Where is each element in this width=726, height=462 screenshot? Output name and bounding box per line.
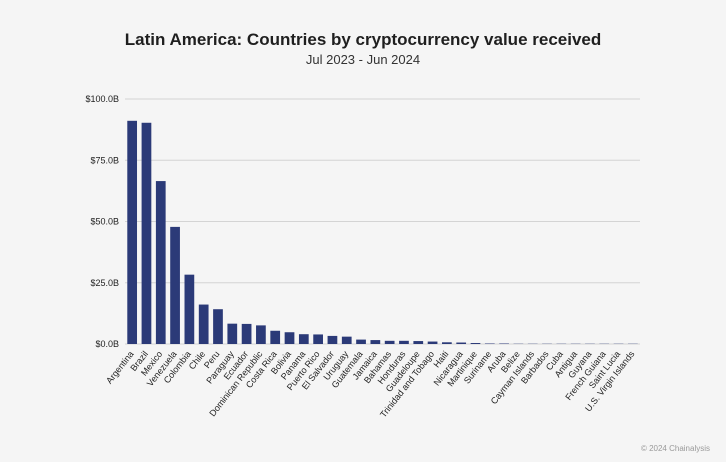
bar <box>127 120 138 345</box>
copyright-credit: © 2024 Chainalysis <box>640 444 710 453</box>
bar <box>456 342 467 344</box>
bar <box>270 330 281 344</box>
bar <box>341 336 352 344</box>
bar <box>170 226 180 344</box>
bar <box>384 340 395 344</box>
y-tick-label: $75.0B <box>90 155 119 165</box>
bar <box>284 332 295 344</box>
bar <box>442 342 452 344</box>
bar <box>298 334 309 344</box>
bar <box>213 309 223 344</box>
grid-layer <box>125 98 640 345</box>
bar <box>184 274 195 344</box>
bars-layer <box>127 120 638 345</box>
x-axis: ArgentinaBrazilMexicoVenezuelaColombiaCh… <box>104 349 637 420</box>
bar <box>256 325 266 344</box>
chart-subtitle: Jul 2023 - Jun 2024 <box>305 52 421 67</box>
y-tick-label: $0.0B <box>95 339 119 349</box>
bar <box>155 181 166 344</box>
bar <box>241 323 252 344</box>
y-tick-label: $25.0B <box>90 278 119 288</box>
y-tick-label: $50.0B <box>90 217 119 227</box>
bar <box>413 341 424 344</box>
bar <box>356 339 366 344</box>
bar <box>427 341 438 344</box>
bar <box>370 340 381 344</box>
bar <box>198 304 209 344</box>
bar <box>470 343 481 344</box>
y-tick-label: $100.0B <box>85 94 119 104</box>
bar <box>313 334 323 344</box>
bar <box>141 122 152 344</box>
bar <box>399 340 409 344</box>
bar <box>227 323 238 344</box>
bar <box>327 335 338 344</box>
chart-title: Latin America: Countries by cryptocurren… <box>124 30 602 49</box>
y-axis: $0.0B $25.0B $50.0B $75.0B $100.0B <box>85 94 119 349</box>
